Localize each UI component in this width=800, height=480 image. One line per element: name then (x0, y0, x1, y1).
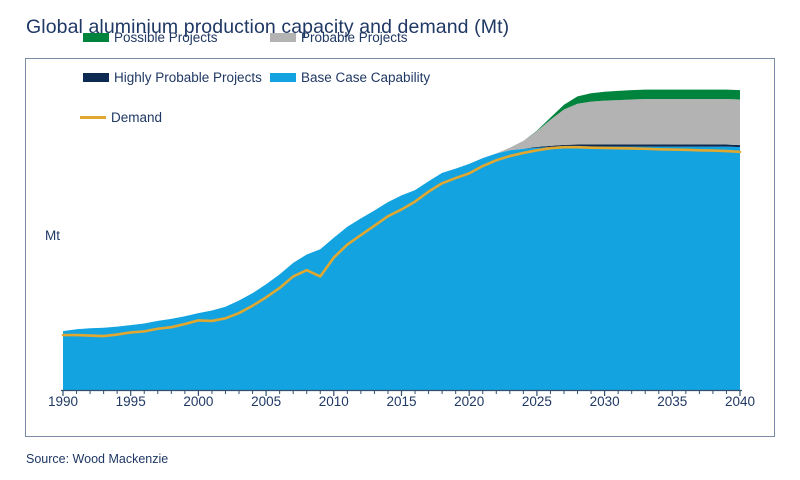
chart-legend: Possible Projects Probable Projects High… (55, 26, 675, 156)
x-axis-tick-label: 2025 (521, 394, 552, 409)
legend-item-demand[interactable]: Demand (80, 106, 162, 128)
x-axis-tick-label: 2020 (454, 394, 485, 409)
legend-swatch-highly-probable-projects (83, 72, 109, 82)
x-axis-tick-label: 1995 (115, 394, 146, 409)
x-axis-tick-label: 2040 (724, 394, 756, 409)
legend-label-base-case-capability: Base Case Capability (301, 69, 431, 85)
x-axis-tick-labels: 1990 1995 2000 2005 2010 2015 2020 2025 2030 2035… (0, 394, 800, 416)
legend-swatch-base-case-capability (270, 72, 296, 82)
legend-item-probable-projects[interactable]: Probable Projects (270, 26, 408, 48)
legend-swatch-demand (80, 115, 106, 119)
y-axis-unit-label: Mt (45, 228, 60, 243)
x-axis-tick-label: 2035 (657, 394, 688, 409)
legend-swatch-probable-projects (270, 32, 296, 42)
legend-label-probable-projects: Probable Projects (301, 29, 408, 45)
x-axis-tick-label: 2030 (589, 394, 620, 409)
legend-label-possible-projects: Possible Projects (114, 29, 218, 45)
x-axis-tick-label: 2000 (183, 394, 214, 409)
legend-item-base-case-capability[interactable]: Base Case Capability (270, 66, 430, 88)
legend-swatch-possible-projects (83, 32, 109, 42)
x-axis-tick-label: 2010 (318, 394, 349, 409)
page-title: Global aluminium production capacity and… (26, 16, 510, 38)
legend-item-highly-probable-projects[interactable]: Highly Probable Projects (83, 66, 262, 88)
x-axis-tick-label: 2005 (251, 394, 282, 409)
source-note: Source: Wood Mackenzie (26, 452, 169, 466)
legend-label-highly-probable-projects: Highly Probable Projects (114, 69, 262, 85)
legend-item-possible-projects[interactable]: Possible Projects (83, 26, 218, 48)
legend-label-demand: Demand (111, 109, 163, 125)
x-axis-tick-label: 1990 (47, 394, 79, 409)
x-axis-tick-label: 2015 (386, 394, 417, 409)
